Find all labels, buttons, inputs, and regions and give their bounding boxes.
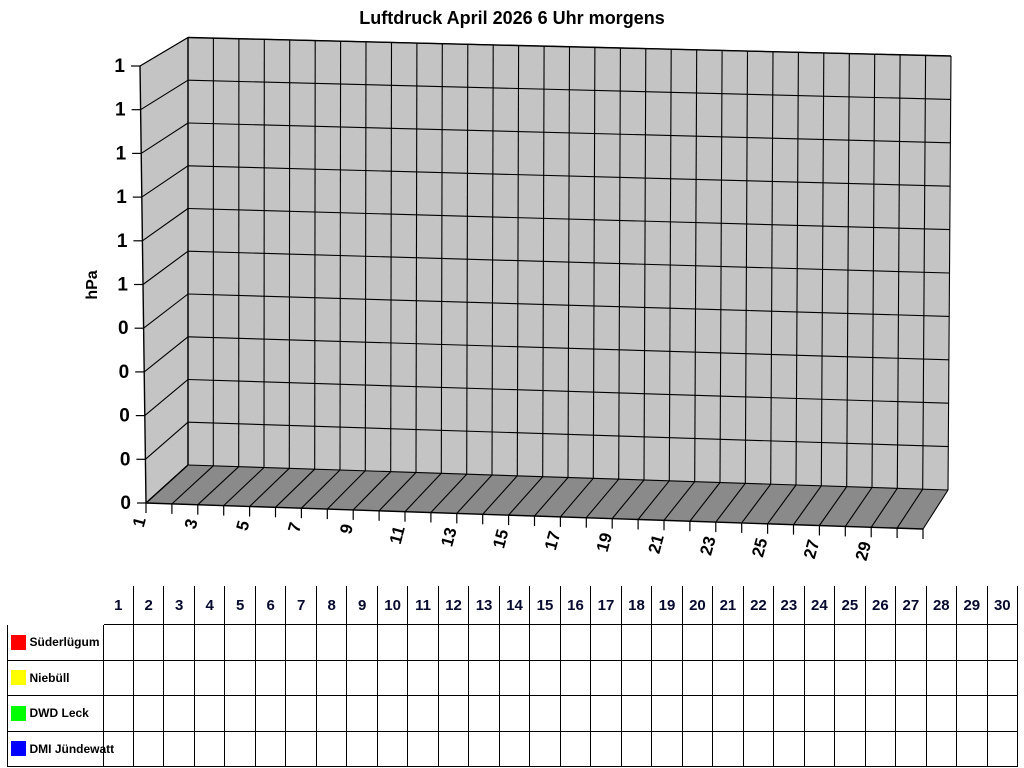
svg-text:7: 7 xyxy=(284,520,305,534)
svg-text:9: 9 xyxy=(336,522,357,536)
svg-text:0: 0 xyxy=(120,449,131,470)
svg-text:21: 21 xyxy=(645,532,668,555)
svg-text:11: 11 xyxy=(386,524,409,546)
svg-text:29: 29 xyxy=(852,539,875,562)
svg-text:0: 0 xyxy=(118,318,129,339)
svg-text:5: 5 xyxy=(233,519,254,533)
svg-text:17: 17 xyxy=(541,529,564,552)
svg-text:25: 25 xyxy=(748,536,771,559)
svg-text:13: 13 xyxy=(437,526,460,549)
svg-text:1: 1 xyxy=(129,515,150,529)
svg-text:23: 23 xyxy=(696,534,719,557)
svg-text:1: 1 xyxy=(117,275,128,296)
svg-text:1: 1 xyxy=(116,187,127,208)
svg-text:1: 1 xyxy=(114,56,125,77)
svg-text:19: 19 xyxy=(593,531,616,554)
svg-text:0: 0 xyxy=(120,493,131,514)
svg-text:1: 1 xyxy=(115,100,126,121)
svg-text:0: 0 xyxy=(119,362,130,383)
svg-text:1: 1 xyxy=(117,231,128,252)
svg-text:0: 0 xyxy=(119,406,130,427)
svg-text:1: 1 xyxy=(116,143,127,164)
svg-text:27: 27 xyxy=(800,538,823,561)
svg-text:3: 3 xyxy=(181,517,202,531)
svg-text:15: 15 xyxy=(489,527,512,550)
